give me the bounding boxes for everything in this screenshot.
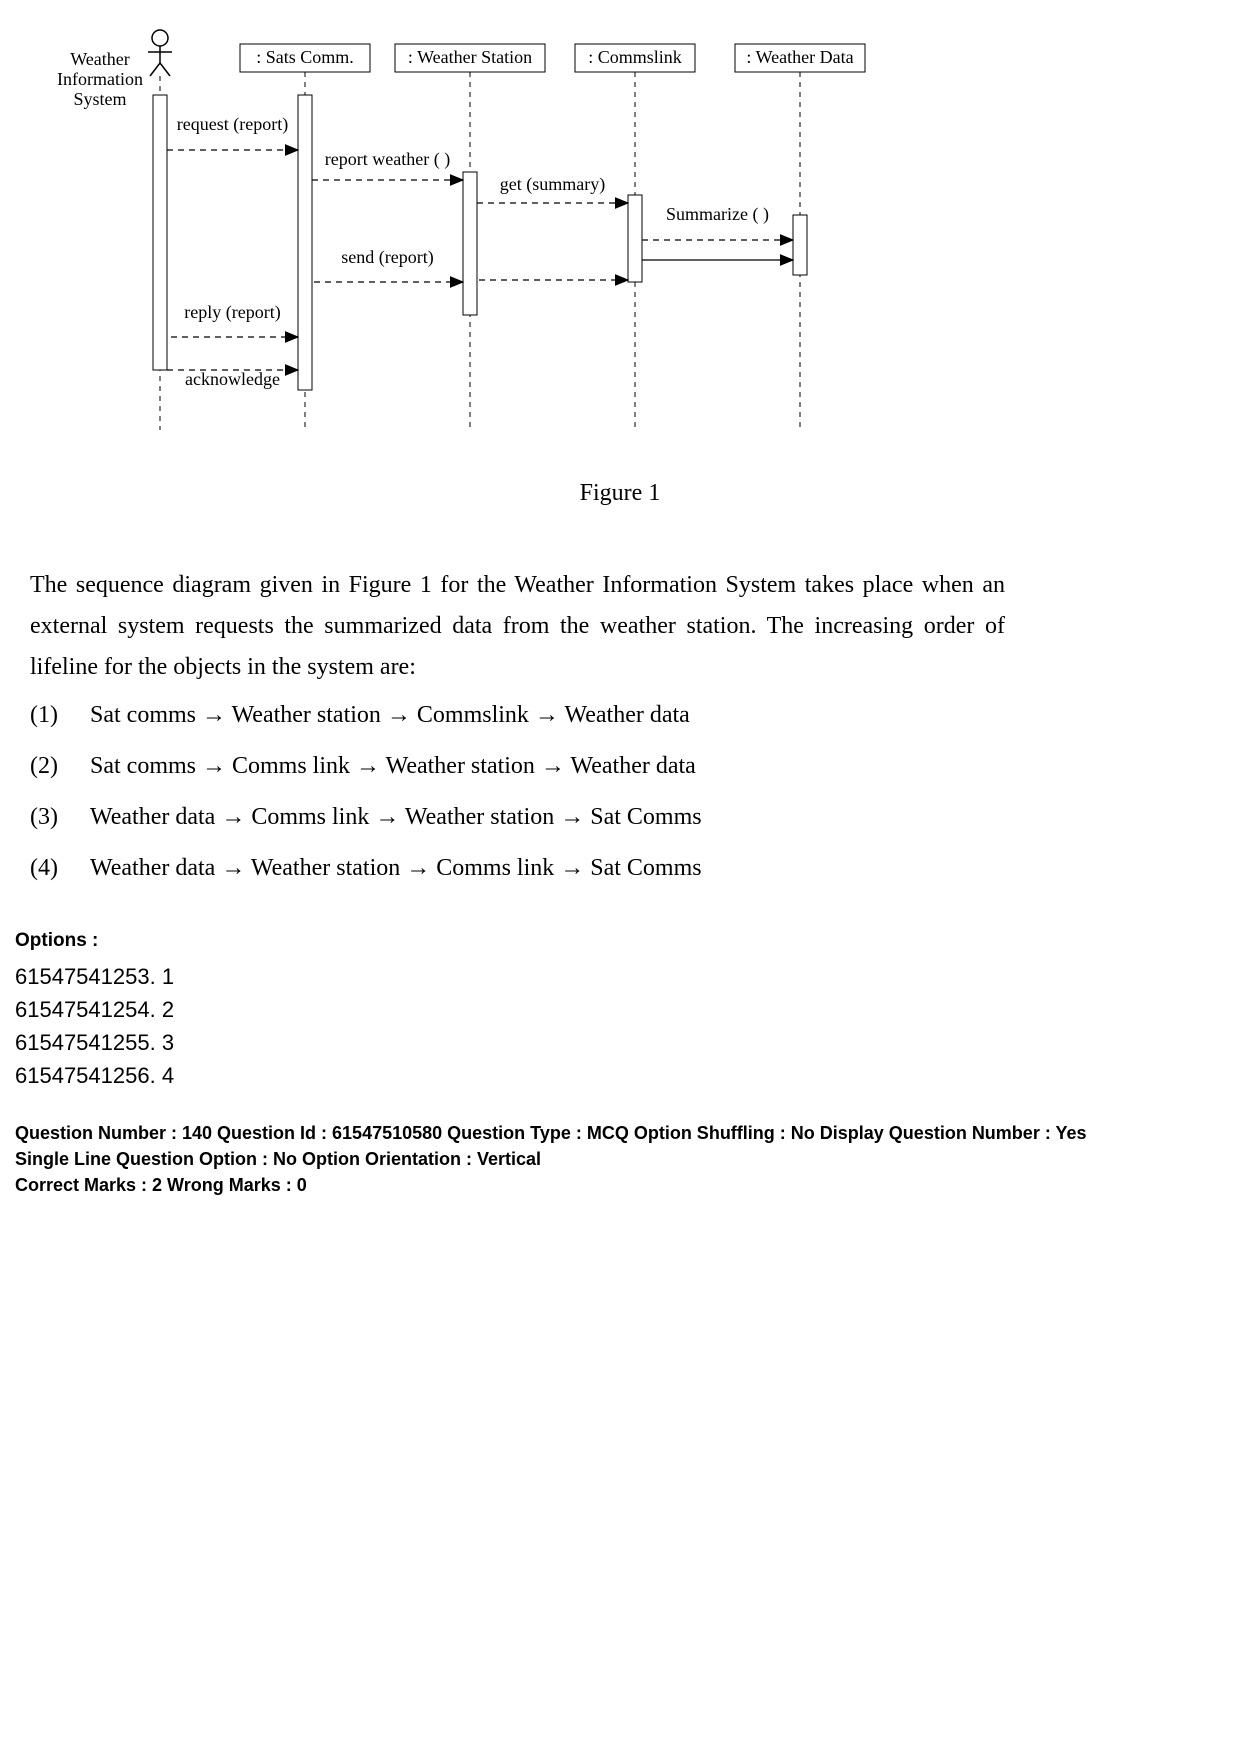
answer-number: (4): [30, 855, 90, 882]
svg-text:: Commslink: : Commslink: [588, 47, 682, 67]
sequence-diagram: WeatherInformationSystem : Sats Comm. : We…: [30, 20, 910, 440]
answer-row: (3) Weather data → Comms link → Weather …: [30, 792, 1005, 843]
svg-text:System: System: [73, 89, 126, 109]
answer-number: (2): [30, 753, 90, 780]
svg-text:acknowledge: acknowledge: [185, 369, 280, 389]
meta-line: Question Number : 140 Question Id : 6154…: [15, 1120, 1225, 1146]
question-text: The sequence diagram given in Figure 1 f…: [30, 565, 1005, 687]
option-line: 61547541254. 2: [15, 993, 174, 1026]
svg-text:request (report): request (report): [177, 114, 288, 135]
answer-text: Weather data → Weather station → Comms l…: [90, 855, 702, 882]
answer-list: (1) Sat comms → Weather station → Commsl…: [30, 690, 1005, 894]
svg-text:Weather: Weather: [70, 49, 130, 69]
option-line: 61547541256. 4: [15, 1059, 174, 1092]
svg-text:: Weather Station: : Weather Station: [408, 47, 532, 67]
answer-number: (1): [30, 702, 90, 729]
options-header: Options :: [15, 930, 174, 952]
svg-text:Summarize ( ): Summarize ( ): [666, 204, 769, 225]
options-block: Options : 61547541253. 1 61547541254. 2 …: [15, 930, 174, 1092]
svg-text:: Sats Comm.: : Sats Comm.: [256, 47, 354, 67]
option-line: 61547541253. 1: [15, 960, 174, 993]
svg-text:get (summary): get (summary): [500, 174, 605, 195]
figure-caption: Figure 1: [0, 480, 1240, 507]
answer-row: (1) Sat comms → Weather station → Commsl…: [30, 690, 1005, 741]
page: WeatherInformationSystem : Sats Comm. : We…: [0, 0, 1240, 1754]
answer-text: Sat comms → Comms link → Weather station…: [90, 753, 696, 780]
answer-row: (2) Sat comms → Comms link → Weather sta…: [30, 741, 1005, 792]
question-meta: Question Number : 140 Question Id : 6154…: [15, 1120, 1225, 1198]
answer-number: (3): [30, 804, 90, 831]
svg-text:send (report): send (report): [341, 247, 433, 268]
meta-line: Single Line Question Option : No Option …: [15, 1146, 1225, 1172]
svg-text:report weather ( ): report weather ( ): [325, 149, 450, 170]
svg-text:reply (report): reply (report): [184, 302, 280, 323]
answer-text: Sat comms → Weather station → Commslink …: [90, 702, 690, 729]
option-line: 61547541255. 3: [15, 1026, 174, 1059]
answer-text: Weather data → Comms link → Weather stat…: [90, 804, 702, 831]
svg-text:Information: Information: [57, 69, 143, 89]
meta-line: Correct Marks : 2 Wrong Marks : 0: [15, 1172, 1225, 1198]
svg-text:: Weather Data: : Weather Data: [746, 47, 853, 67]
answer-row: (4) Weather data → Weather station → Com…: [30, 843, 1005, 894]
